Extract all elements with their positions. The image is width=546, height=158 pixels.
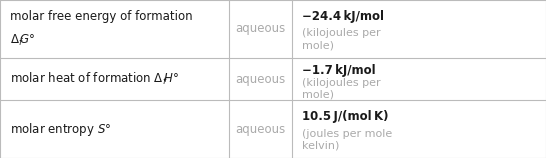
Text: molar free energy of formation: molar free energy of formation <box>10 10 192 23</box>
Text: aqueous: aqueous <box>235 123 286 136</box>
Text: aqueous: aqueous <box>235 73 286 85</box>
Text: 10.5 J/(mol K): 10.5 J/(mol K) <box>302 110 388 123</box>
Text: −1.7 kJ/mol: −1.7 kJ/mol <box>302 64 376 77</box>
Text: −24.4 kJ/mol: −24.4 kJ/mol <box>302 10 384 23</box>
Text: molar entropy $S°$: molar entropy $S°$ <box>10 121 111 138</box>
Text: molar heat of formation $\Delta_f\!H°$: molar heat of formation $\Delta_f\!H°$ <box>10 71 179 87</box>
Text: $\Delta_f\!G°$: $\Delta_f\!G°$ <box>10 33 35 48</box>
Text: aqueous: aqueous <box>235 22 286 35</box>
Text: (kilojoules per
mole): (kilojoules per mole) <box>302 28 381 50</box>
Text: (joules per mole
kelvin): (joules per mole kelvin) <box>302 129 392 150</box>
Text: (kilojoules per
mole): (kilojoules per mole) <box>302 78 381 99</box>
